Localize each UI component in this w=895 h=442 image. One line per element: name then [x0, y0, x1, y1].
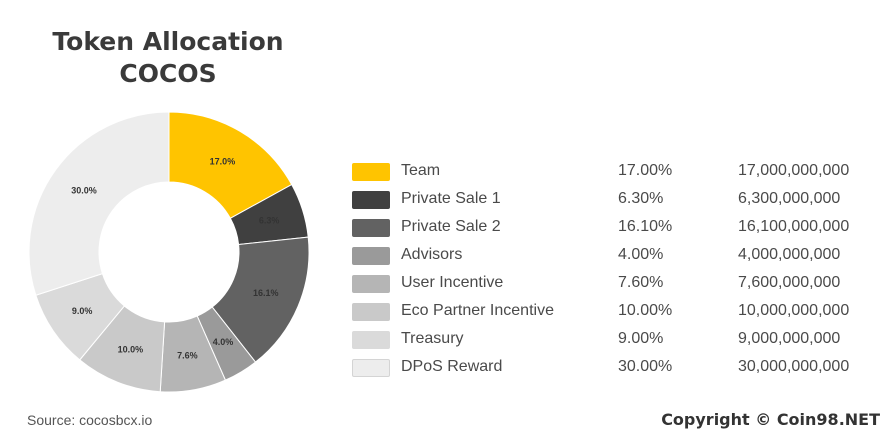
- slice-label-private-sale-1: 6.3%: [259, 215, 280, 225]
- legend-row-team: Team 17.00% 17,000,000,000: [352, 160, 872, 188]
- legend-percent-treasury: 9.00%: [618, 330, 664, 347]
- legend-amount-advisors: 4,000,000,000: [738, 246, 841, 263]
- legend-row-dpos-reward: DPoS Reward 30.00% 30,000,000,000: [352, 356, 872, 384]
- slice-label-eco-partner-incentive: 10.0%: [118, 345, 144, 355]
- slice-label-team: 17.0%: [210, 157, 236, 167]
- slice-label-dpos-reward: 30.0%: [71, 185, 97, 195]
- slice-label-user-incentive: 7.6%: [177, 350, 198, 360]
- legend-percent-private-sale-1: 6.30%: [618, 190, 664, 207]
- legend-amount-user-incentive: 7,600,000,000: [738, 274, 841, 291]
- legend-label-advisors: Advisors: [401, 246, 463, 263]
- legend-percent-eco-partner-incentive: 10.00%: [618, 302, 673, 319]
- legend-swatch-treasury: [352, 331, 390, 349]
- slice-label-private-sale-2: 16.1%: [253, 288, 279, 298]
- legend-amount-team: 17,000,000,000: [738, 162, 850, 179]
- legend-label-team: Team: [401, 162, 441, 179]
- legend-row-private-sale-2: Private Sale 2 16.10% 16,100,000,000: [352, 216, 872, 244]
- legend-label-treasury: Treasury: [401, 330, 464, 347]
- legend-percent-advisors: 4.00%: [618, 246, 664, 263]
- legend-label-dpos-reward: DPoS Reward: [401, 358, 503, 375]
- legend-swatch-user-incentive: [352, 275, 390, 293]
- legend-row-private-sale-1: Private Sale 1 6.30% 6,300,000,000: [352, 188, 872, 216]
- legend-label-eco-partner-incentive: Eco Partner Incentive: [401, 302, 554, 319]
- legend-row-treasury: Treasury 9.00% 9,000,000,000: [352, 328, 872, 356]
- chart-title-line-1: Token Allocation: [52, 27, 284, 56]
- legend-swatch-dpos-reward: [352, 359, 390, 377]
- legend-swatch-private-sale-1: [352, 191, 390, 209]
- copyright-note: Copyright © Coin98.NET: [661, 410, 880, 429]
- legend: Team 17.00% 17,000,000,000 Private Sale 1 6.…: [352, 160, 872, 384]
- legend-label-user-incentive: User Incentive: [401, 274, 504, 291]
- legend-percent-private-sale-2: 16.10%: [618, 218, 673, 235]
- legend-row-eco-partner-incentive: Eco Partner Incentive 10.00% 10,000,000,00…: [352, 300, 872, 328]
- legend-percent-team: 17.00%: [618, 162, 673, 179]
- legend-amount-private-sale-2: 16,100,000,000: [738, 218, 850, 235]
- slice-team: [168, 111, 293, 219]
- legend-amount-dpos-reward: 30,000,000,000: [738, 358, 850, 375]
- source-note: Source: cocosbcx.io: [27, 412, 153, 428]
- legend-row-user-incentive: User Incentive 7.60% 7,600,000,000: [352, 272, 872, 300]
- legend-swatch-team: [352, 163, 390, 181]
- legend-swatch-private-sale-2: [352, 219, 390, 237]
- legend-label-private-sale-1: Private Sale 1: [401, 190, 501, 207]
- chart-title-line-2: COCOS: [119, 59, 217, 88]
- legend-swatch-advisors: [352, 247, 390, 265]
- legend-amount-private-sale-1: 6,300,000,000: [738, 190, 841, 207]
- legend-label-private-sale-2: Private Sale 2: [401, 218, 501, 235]
- legend-row-advisors: Advisors 4.00% 4,000,000,000: [352, 244, 872, 272]
- donut-chart: 17.0% 6.3% 16.1% 4.0% 7.6% 10.0% 9.0% 30.0%: [28, 111, 310, 393]
- slice-label-treasury: 9.0%: [72, 306, 93, 316]
- slice-dpos-reward: [28, 111, 170, 296]
- legend-swatch-eco-partner-incentive: [352, 303, 390, 321]
- legend-percent-dpos-reward: 30.00%: [618, 358, 673, 375]
- slice-label-advisors: 4.0%: [213, 337, 234, 347]
- legend-percent-user-incentive: 7.60%: [618, 274, 664, 291]
- chart-title: Token Allocation COCOS: [30, 26, 306, 90]
- legend-amount-eco-partner-incentive: 10,000,000,000: [738, 302, 850, 319]
- legend-amount-treasury: 9,000,000,000: [738, 330, 841, 347]
